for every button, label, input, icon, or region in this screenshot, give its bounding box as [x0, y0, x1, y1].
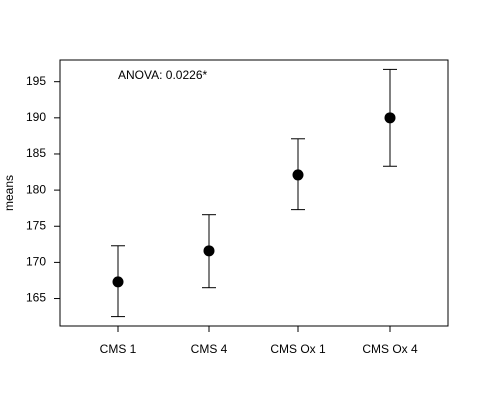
plot-frame	[59, 59, 449, 327]
y-tick-label-190: 190	[26, 110, 46, 124]
anova-annotation: ANOVA: 0.0226*	[118, 68, 207, 82]
x-axis: CMS 1 CMS 4 CMS Ox 1 CMS Ox 4	[100, 326, 418, 356]
y-tick-label-175: 175	[26, 218, 46, 232]
mean-point-4	[384, 112, 396, 124]
y-axis-label: means	[2, 175, 16, 211]
y-axis: 165 170 175 180 185 190 195	[26, 74, 60, 305]
mean-point-1	[112, 276, 124, 288]
mean-point-2	[203, 245, 215, 257]
y-tick-label-195: 195	[26, 74, 46, 88]
plot-marks	[111, 68, 397, 318]
y-tick-label-170: 170	[26, 255, 46, 269]
y-tick-label-180: 180	[26, 182, 46, 196]
x-tick-label-1: CMS 1	[100, 342, 137, 356]
x-tick-label-2: CMS 4	[191, 342, 228, 356]
mean-point-3	[292, 169, 304, 181]
y-tick-label-165: 165	[26, 291, 46, 305]
x-tick-label-4: CMS Ox 4	[362, 342, 418, 356]
y-tick-label-185: 185	[26, 146, 46, 160]
x-tick-label-3: CMS Ox 1	[270, 342, 326, 356]
